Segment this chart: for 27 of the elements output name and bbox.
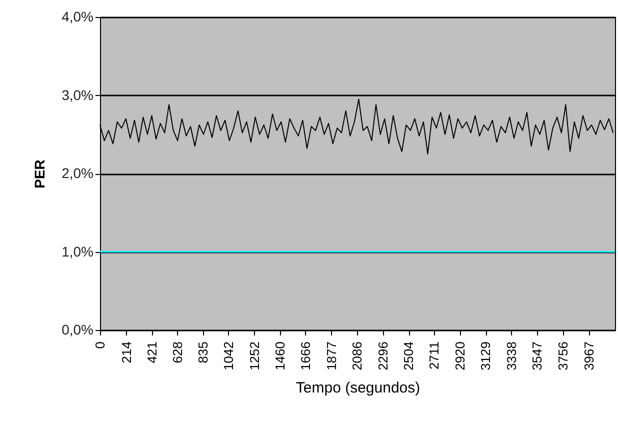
x-tick-label: 2920 (452, 342, 468, 370)
x-tick-label: 1252 (246, 342, 262, 370)
x-tick-label: 3547 (530, 342, 545, 370)
x-tick-label: 2296 (375, 342, 390, 370)
x-axis-title: Tempo (segundos) (296, 379, 420, 396)
y-tick-label: 2,0% (62, 165, 94, 181)
x-tick-label: 1666 (298, 342, 313, 370)
x-tick-label: 3967 (581, 342, 596, 370)
x-tick-label: 3338 (504, 342, 519, 370)
x-tick-label: 1877 (324, 342, 339, 370)
x-tick-label: 3756 (555, 342, 570, 370)
y-tick-label: 1,0% (62, 243, 94, 260)
x-tick-label: 421 (144, 342, 160, 364)
y-tick-label: 0,0% (62, 322, 94, 338)
y-tick-label: 4,0% (62, 8, 94, 24)
x-tick-label: 214 (118, 342, 134, 364)
x-tick-label: 1460 (272, 342, 288, 370)
x-tick-label: 2711 (426, 342, 442, 370)
y-axis-title: PER (32, 160, 48, 188)
x-tick-label: 0 (92, 342, 108, 349)
x-tick-label: 2504 (401, 342, 416, 370)
x-tick-label: 628 (170, 342, 185, 364)
x-tick-label: 1042 (220, 342, 236, 370)
x-tick-label: 2086 (350, 342, 365, 370)
y-tick-label: 3,0% (62, 86, 94, 103)
x-tick-label: 835 (195, 342, 210, 364)
x-tick-label: 3129 (478, 342, 494, 370)
